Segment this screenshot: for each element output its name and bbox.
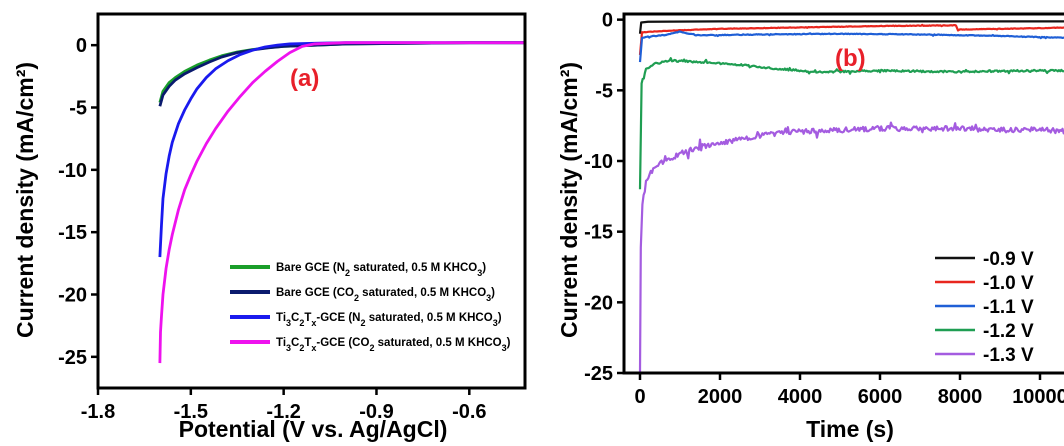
- legend-label: Bare GCE (N2 saturated, 0.5 M KHCO3): [276, 262, 486, 278]
- x-tick-label: -1.8: [81, 401, 115, 423]
- panel-b-series: [638, 20, 1064, 373]
- series-line: [638, 57, 1064, 190]
- legend-label: Bare GCE (CO2 saturated, 0.5 M KHCO3): [276, 287, 495, 303]
- legend-label: Ti3C2Tx-GCE (CO2 saturated, 0.5 M KHCO3): [276, 337, 511, 353]
- panel-a-label: (a): [290, 65, 319, 92]
- legend-label: -0.9 V: [983, 249, 1034, 270]
- series-line: [158, 41, 525, 364]
- x-tick-label: 4000: [778, 386, 823, 408]
- panel-a-frame: [96, 12, 527, 390]
- chart-panel-a: -1.8 -1.5 -1.2 -0.9 -0.60-5-10-15-20-25 (a) …: [12, 12, 527, 442]
- panel-b-frame: [622, 12, 1064, 375]
- legend-label: -1.0 V: [983, 273, 1034, 294]
- y-tick-label: -5: [595, 80, 613, 102]
- panel-a-y-axis-label: Current density (mA/cm²): [12, 62, 38, 338]
- x-tick-label: 8000: [938, 386, 983, 408]
- panel-a-x-axis-label: Potential (V vs. Ag/AgCl): [179, 416, 448, 442]
- y-tick-label: -15: [58, 222, 87, 244]
- series-line: [638, 121, 1064, 373]
- series-line: [158, 41, 525, 258]
- x-tick-label: 10000: [1012, 386, 1064, 408]
- legend-label: -1.3 V: [983, 345, 1034, 366]
- x-tick-label: -0.6: [452, 401, 486, 423]
- x-tick-label: 2000: [698, 386, 743, 408]
- y-tick-label: -20: [584, 292, 613, 314]
- y-tick-label: -10: [58, 160, 87, 182]
- panel-a-legend: Bare GCE (N2 saturated, 0.5 M KHCO3) Bare…: [230, 262, 511, 353]
- panel-b-legend: -0.9 V -1.0 V -1.1 V -1.2 V -1.3 V: [935, 249, 1034, 366]
- legend-label: Ti3C2Tx-GCE (N2 saturated, 0.5 M KHCO3): [276, 312, 502, 328]
- y-tick-label: 0: [76, 35, 87, 57]
- y-tick-label: -15: [584, 222, 613, 244]
- series-line: [638, 23, 1064, 56]
- y-tick-label: -10: [584, 151, 613, 173]
- panel-b-ticks: 0 2000 4000 6000 8000 10000 0 -5 -10 -15 -20 -25: [584, 10, 1064, 408]
- panel-b-label: (b): [835, 45, 866, 72]
- series-line: [638, 20, 1064, 34]
- panel-b-x-axis-label: Time (s): [806, 416, 894, 442]
- x-tick-label: 6000: [858, 386, 903, 408]
- y-tick-label: -5: [69, 98, 87, 120]
- x-tick-label: 0: [634, 386, 645, 408]
- x-tick-label: -1.2: [266, 401, 300, 423]
- panel-a-series: [158, 41, 525, 364]
- y-tick-label: -25: [584, 363, 613, 385]
- panel-a-ticks: -1.8 -1.5 -1.2 -0.9 -0.6 0 -5 -10 -15 -20 -25: [58, 35, 486, 423]
- series-line: [158, 41, 525, 103]
- chart-panel-b: 0 2000 4000 6000 8000 10000 0 -5 -10 -15 -20 -25 (b…: [556, 10, 1064, 442]
- y-tick-label: -20: [58, 285, 87, 307]
- y-tick-label: -25: [58, 347, 87, 369]
- legend-label: -1.2 V: [983, 321, 1034, 342]
- panel-b-y-axis-label: Current density (mA/cm²): [556, 62, 582, 338]
- x-tick-label: -1.5: [174, 401, 208, 423]
- legend-label: -1.1 V: [983, 297, 1034, 318]
- x-tick-label: -0.9: [359, 401, 393, 423]
- series-line: [638, 30, 1064, 63]
- series-line: [158, 41, 525, 107]
- y-tick-label: 0: [602, 10, 613, 32]
